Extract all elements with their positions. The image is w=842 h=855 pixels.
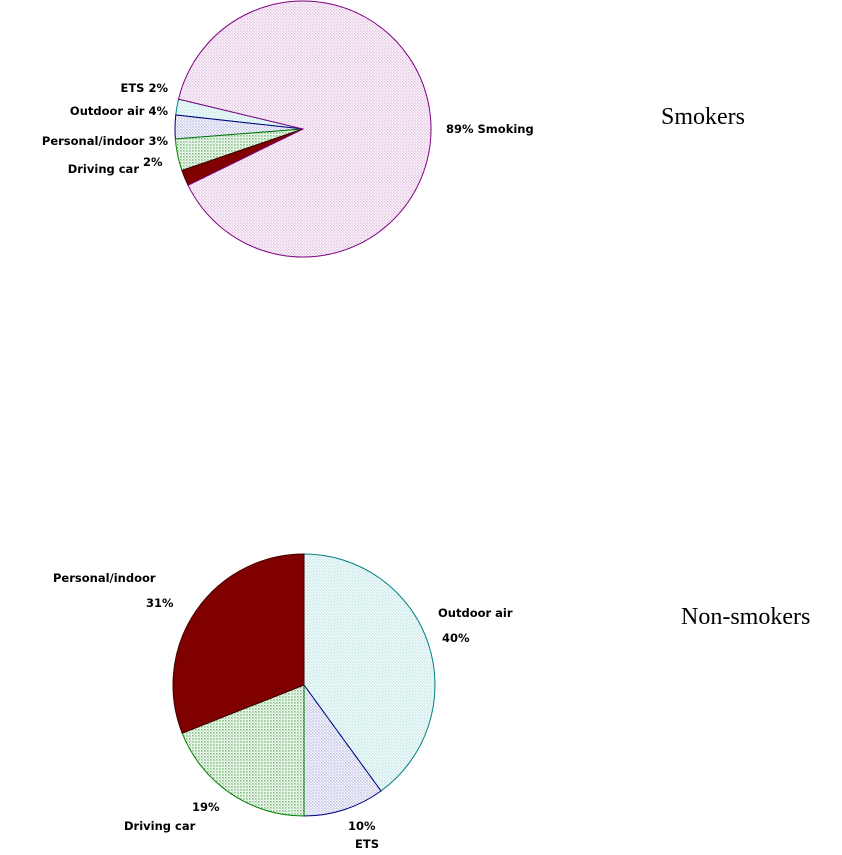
slice-label-driving-car: Driving car: [124, 819, 196, 833]
slice-value-outdoor-air: 40%: [442, 631, 470, 645]
slice-label-personal-indoor: Personal/indoor: [53, 571, 156, 585]
smokers-pie-chart: Smokers 89% Smoking ETS 2% Outdoor air 4…: [42, 0, 745, 258]
slice-value-ets: 10%: [348, 819, 376, 833]
pie-slice-smoking: [177, 0, 432, 258]
chart-title-smokers: Smokers: [661, 104, 745, 130]
slice-value-personal-indoor: 31%: [146, 596, 174, 610]
slice-value-driving-car: 19%: [192, 800, 220, 814]
smokers-pie-slices: [174, 0, 432, 258]
slice-label-personal-indoor: Personal/indoor 3%: [42, 134, 169, 148]
pie-slice-ets: [303, 683, 382, 817]
non-smokers-pie-slices: [172, 553, 436, 817]
chart-title-non-smokers: Non-smokers: [681, 604, 810, 630]
pie-slice-outdoor-air: [303, 553, 436, 792]
slice-label-outdoor-air: Outdoor air: [438, 606, 513, 620]
slice-value-driving-car: 2%: [143, 155, 163, 169]
slice-label-outdoor-air: Outdoor air 4%: [70, 104, 169, 118]
non-smokers-pie-chart: Non-smokers Personal/indoor 31% Outdoor …: [53, 553, 810, 851]
slice-label-smoking: 89% Smoking: [446, 122, 534, 136]
slice-label-driving-car: Driving car: [68, 162, 140, 176]
slice-label-ets: ETS 2%: [120, 81, 168, 95]
pie-slice-driving-car: [181, 684, 305, 817]
pie-slice-personal-indoor: [172, 553, 305, 734]
slice-label-ets: ETS: [355, 837, 379, 851]
